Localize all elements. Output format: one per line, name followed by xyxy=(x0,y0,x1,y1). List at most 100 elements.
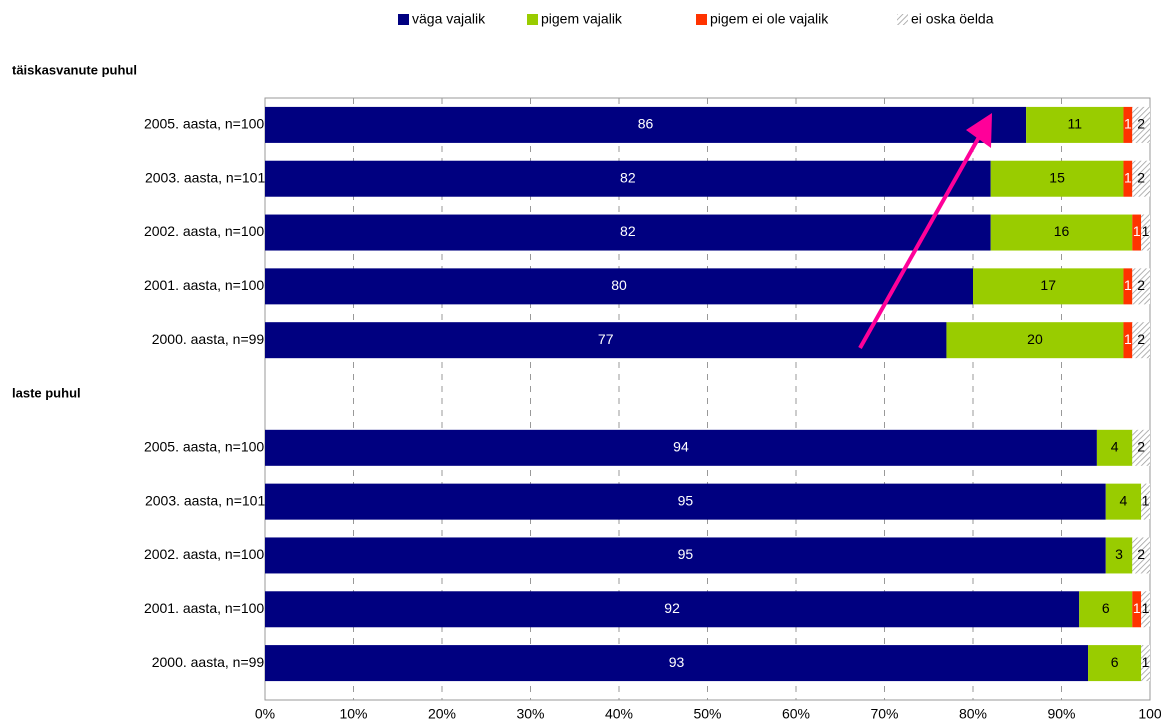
group-label: laste puhul xyxy=(12,385,81,400)
data-label: 4 xyxy=(1120,492,1128,508)
data-label: 3 xyxy=(1115,546,1123,562)
data-label: 1 xyxy=(1124,331,1132,347)
legend-label: väga vajalik xyxy=(412,11,486,27)
x-tick-label: 80% xyxy=(959,706,987,722)
y-tick-label: 2005. aasta, n=1002 xyxy=(144,439,272,455)
bar-segment xyxy=(1123,160,1133,197)
bar-segment xyxy=(1141,645,1150,682)
bar-segment xyxy=(265,429,1097,466)
bar-segment xyxy=(1105,537,1133,574)
data-label: 1 xyxy=(1142,654,1150,670)
data-label: 82 xyxy=(620,169,636,185)
legend-label: pigem ei ole vajalik xyxy=(710,11,829,27)
data-label: 86 xyxy=(638,116,654,132)
x-tick-label: 20% xyxy=(428,706,456,722)
bar-segment xyxy=(1132,160,1150,197)
bar-segment xyxy=(990,160,1124,197)
bar-segment xyxy=(265,537,1106,574)
y-tick-label: 2001. aasta, n=1004 xyxy=(144,600,272,616)
bar-segment xyxy=(1123,268,1133,305)
bar-segment xyxy=(1141,214,1150,251)
bar-segment xyxy=(1141,483,1150,520)
y-tick-label: 2005. aasta, n=1002 xyxy=(144,116,272,132)
data-label: 77 xyxy=(598,331,614,347)
legend-swatch xyxy=(897,14,908,25)
bar-segment xyxy=(1132,106,1150,143)
data-label: 1 xyxy=(1124,116,1132,132)
bar-segment xyxy=(1088,645,1142,682)
legend-swatch xyxy=(398,14,409,25)
data-label: 1 xyxy=(1142,492,1150,508)
legend-label: ei oska öelda xyxy=(911,11,994,27)
data-label: 2 xyxy=(1137,169,1145,185)
x-tick-label: 10% xyxy=(339,706,367,722)
y-tick-label: 2002. aasta, n=1006 xyxy=(144,546,272,562)
bar-segment xyxy=(1132,537,1150,574)
bar-segment xyxy=(946,322,1124,359)
x-tick-label: 0% xyxy=(255,706,275,722)
data-label: 2 xyxy=(1137,439,1145,455)
data-label: 20 xyxy=(1027,331,1043,347)
bar-segment xyxy=(1026,106,1124,143)
y-tick-label: 2001. aasta, n=1004 xyxy=(144,277,272,293)
data-label: 94 xyxy=(673,439,689,455)
bar-segment xyxy=(1132,214,1142,251)
data-label: 4 xyxy=(1111,439,1119,455)
data-label: 2 xyxy=(1137,277,1145,293)
y-tick-label: 2000. aasta, n=990 xyxy=(152,654,272,670)
data-label: 6 xyxy=(1102,600,1110,616)
data-label: 95 xyxy=(678,492,694,508)
x-tick-label: 60% xyxy=(782,706,810,722)
bar-segment xyxy=(265,214,991,251)
data-label: 82 xyxy=(620,223,636,239)
x-tick-label: 90% xyxy=(1047,706,1075,722)
bar-segment xyxy=(265,160,991,197)
data-label: 6 xyxy=(1111,654,1119,670)
data-label: 16 xyxy=(1054,223,1070,239)
x-tick-label: 70% xyxy=(870,706,898,722)
data-label: 1 xyxy=(1142,223,1150,239)
annotation-arrow xyxy=(858,129,985,349)
legend-swatch xyxy=(527,14,538,25)
bar-segment xyxy=(973,268,1124,305)
data-label: 80 xyxy=(611,277,627,293)
data-label: 11 xyxy=(1068,116,1083,132)
data-label: 93 xyxy=(669,654,685,670)
x-tick-label: 50% xyxy=(693,706,721,722)
data-label: 2 xyxy=(1137,116,1145,132)
bar-segment xyxy=(1123,322,1133,359)
x-tick-label: 30% xyxy=(516,706,544,722)
data-label: 15 xyxy=(1049,169,1065,185)
data-label: 92 xyxy=(664,600,680,616)
y-tick-label: 2000. aasta, n=990 xyxy=(152,331,272,347)
bar-segment xyxy=(1123,106,1133,143)
data-label: 1 xyxy=(1133,600,1141,616)
bar-segment xyxy=(1132,322,1150,359)
bar-segment xyxy=(265,268,973,305)
bar-segment xyxy=(1079,591,1133,628)
data-label: 2 xyxy=(1137,546,1145,562)
x-tick-label: 100 xyxy=(1138,706,1161,722)
bar-segment xyxy=(1096,429,1133,466)
data-label: 1 xyxy=(1124,169,1132,185)
y-tick-label: 2003. aasta, n=1011 xyxy=(145,492,272,508)
bar-segment xyxy=(265,106,1027,143)
bar-segment xyxy=(265,322,947,359)
y-tick-label: 2002. aasta, n=1006 xyxy=(144,223,272,239)
bar-segment xyxy=(1132,268,1150,305)
legend-swatch xyxy=(696,14,707,25)
data-label: 17 xyxy=(1040,277,1056,293)
bar-segment xyxy=(1132,429,1150,466)
annotation-arrowhead xyxy=(966,113,992,148)
bar-segment xyxy=(1105,483,1142,520)
data-label: 1 xyxy=(1124,277,1132,293)
y-tick-label: 2003. aasta, n=1011 xyxy=(145,169,272,185)
bar-segment xyxy=(265,645,1089,682)
bar-segment xyxy=(265,483,1106,520)
data-label: 2 xyxy=(1137,331,1145,347)
group-label: täiskasvanute puhul xyxy=(12,62,137,77)
legend-label: pigem vajalik xyxy=(541,11,623,27)
bar-segment xyxy=(990,214,1133,251)
bar-segment xyxy=(1132,591,1142,628)
